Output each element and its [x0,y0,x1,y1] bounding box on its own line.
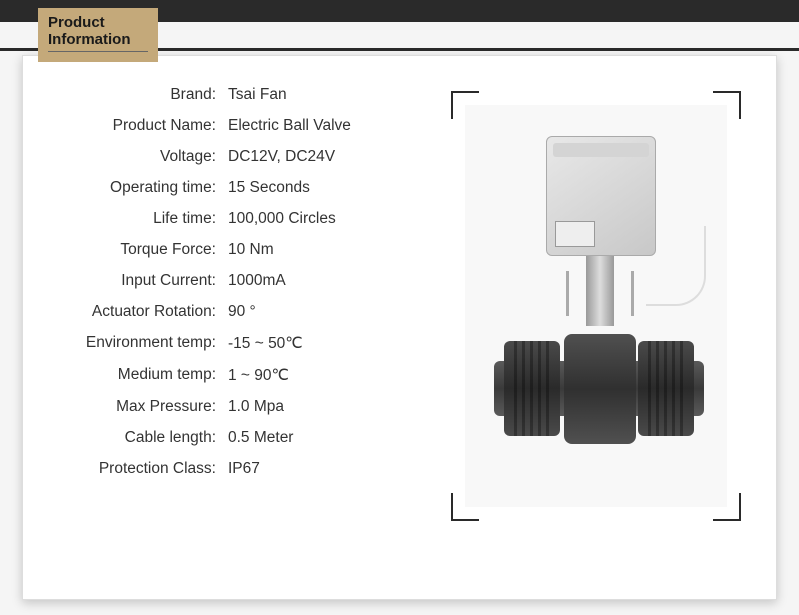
spec-value: IP67 [228,460,453,478]
spec-value: Electric Ball Valve [228,117,453,135]
cable [646,226,706,306]
product-image [465,105,727,507]
spec-value: -15 ~ 50℃ [228,334,453,353]
spec-label: Input Current: [23,272,228,290]
header-line2: Information [48,31,148,52]
spec-label: Life time: [23,210,228,228]
spec-row: Product Name:Electric Ball Valve [23,117,453,135]
spec-row: Max Pressure:1.0 Mpa [23,398,453,416]
stem [586,256,614,326]
spec-label: Max Pressure: [23,398,228,416]
spec-value: 1 ~ 90℃ [228,366,453,385]
actuator-box [546,136,656,256]
image-frame [451,91,741,521]
spec-value: 10 Nm [228,241,453,259]
spec-row: Actuator Rotation: 90 ° [23,303,453,321]
spec-label: Actuator Rotation: [23,303,228,321]
spec-label: Medium temp: [23,366,228,385]
spec-label: Voltage: [23,148,228,166]
spec-row: Life time:100,000 Circles [23,210,453,228]
spec-row: Medium temp:1 ~ 90℃ [23,366,453,385]
spec-value: 100,000 Circles [228,210,453,228]
spec-row: Operating time:15 Seconds [23,179,453,197]
spec-label: Environment temp: [23,334,228,353]
spec-label: Protection Class: [23,460,228,478]
spec-row: Protection Class: IP67 [23,460,453,478]
spec-value: 0.5 Meter [228,429,453,447]
spec-label: Cable length: [23,429,228,447]
spec-row: Voltage:DC12V, DC24V [23,148,453,166]
header-line1: Product [48,14,148,31]
valve-illustration [476,126,716,486]
spec-row: Environment temp:-15 ~ 50℃ [23,334,453,353]
spec-value: 1.0 Mpa [228,398,453,416]
valve-body [494,326,704,446]
info-card: Brand:Tsai FanProduct Name:Electric Ball… [22,55,777,600]
header-tab: Product Information [38,8,158,62]
spec-row: Brand:Tsai Fan [23,86,453,104]
spec-label: Torque Force: [23,241,228,259]
spec-value: 1000mA [228,272,453,290]
spec-value: 15 Seconds [228,179,453,197]
spec-label: Product Name: [23,117,228,135]
spec-value: 90 ° [228,303,453,321]
spec-row: Torque Force:10 Nm [23,241,453,259]
spec-value: Tsai Fan [228,86,453,104]
spec-row: Input Current:1000mA [23,272,453,290]
spec-label: Operating time: [23,179,228,197]
spec-row: Cable length:0.5 Meter [23,429,453,447]
spec-value: DC12V, DC24V [228,148,453,166]
spec-label: Brand: [23,86,228,104]
spec-list: Brand:Tsai FanProduct Name:Electric Ball… [23,86,453,491]
